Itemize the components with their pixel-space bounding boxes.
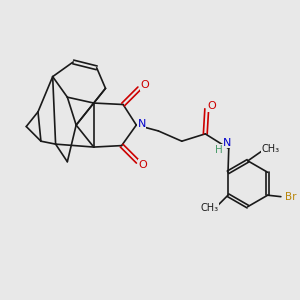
Text: CH₃: CH₃ bbox=[200, 203, 219, 213]
Text: O: O bbox=[139, 160, 147, 170]
Text: N: N bbox=[223, 138, 232, 148]
Text: O: O bbox=[208, 101, 216, 111]
Text: CH₃: CH₃ bbox=[262, 144, 280, 154]
Text: H: H bbox=[214, 145, 222, 155]
Text: O: O bbox=[140, 80, 149, 90]
Text: N: N bbox=[137, 118, 146, 129]
Text: Br: Br bbox=[285, 192, 297, 202]
